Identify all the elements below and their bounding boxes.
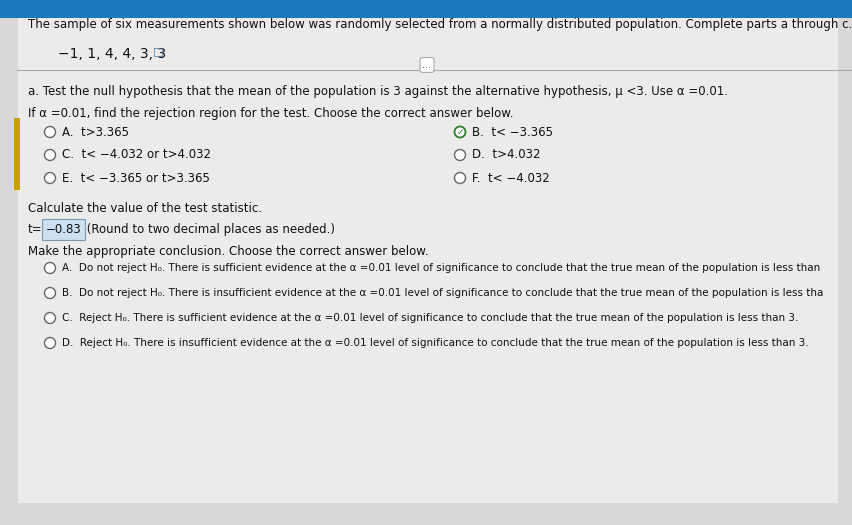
Circle shape: [454, 173, 465, 184]
Text: D.  t>4.032: D. t>4.032: [471, 149, 540, 162]
Text: Calculate the value of the test statistic.: Calculate the value of the test statisti…: [28, 202, 262, 215]
Text: □: □: [153, 46, 164, 56]
Text: B.  t< −3.365: B. t< −3.365: [471, 125, 552, 139]
Circle shape: [44, 150, 55, 161]
Circle shape: [44, 262, 55, 274]
Text: A.  Do not reject H₀. There is sufficient evidence at the α =0.01 level of signi: A. Do not reject H₀. There is sufficient…: [62, 263, 820, 273]
Bar: [0, 0, 852, 18]
Circle shape: [44, 173, 55, 184]
Text: D.  Reject H₀. There is insufficient evidence at the α =0.01 level of significan: D. Reject H₀. There is insufficient evid…: [62, 338, 808, 348]
Text: −0.83: −0.83: [46, 223, 82, 236]
Text: t=: t=: [28, 223, 43, 236]
Text: If α =0.01, find the rejection region for the test. Choose the correct answer be: If α =0.01, find the rejection region fo…: [28, 107, 513, 120]
Text: C.  t< −4.032 or t>4.032: C. t< −4.032 or t>4.032: [62, 149, 210, 162]
Text: Make the appropriate conclusion. Choose the correct answer below.: Make the appropriate conclusion. Choose …: [28, 245, 428, 258]
Circle shape: [454, 150, 465, 161]
Text: (Round to two decimal places as needed.): (Round to two decimal places as needed.): [83, 223, 335, 236]
Text: B.  Do not reject H₀. There is insufficient evidence at the α =0.01 level of sig: B. Do not reject H₀. There is insufficie…: [62, 288, 822, 298]
Text: C.  Reject H₀. There is sufficient evidence at the α =0.01 level of significance: C. Reject H₀. There is sufficient eviden…: [62, 313, 797, 323]
Bar: [14, 118, 20, 190]
Circle shape: [44, 312, 55, 323]
Text: ...: ...: [422, 60, 431, 70]
Text: F.  t< −4.032: F. t< −4.032: [471, 172, 549, 184]
Text: −1, 1, 4, 4, 3, 3: −1, 1, 4, 4, 3, 3: [58, 47, 166, 61]
Circle shape: [454, 127, 465, 138]
Circle shape: [44, 127, 55, 138]
Text: A.  t>3.365: A. t>3.365: [62, 125, 129, 139]
Text: a. Test the null hypothesis that the mean of the population is 3 against the alt: a. Test the null hypothesis that the mea…: [28, 85, 727, 98]
Text: ✓: ✓: [456, 128, 463, 136]
Text: The sample of six measurements shown below was randomly selected from a normally: The sample of six measurements shown bel…: [28, 18, 851, 31]
Circle shape: [44, 338, 55, 349]
Circle shape: [44, 288, 55, 299]
Text: E.  t< −3.365 or t>3.365: E. t< −3.365 or t>3.365: [62, 172, 210, 184]
